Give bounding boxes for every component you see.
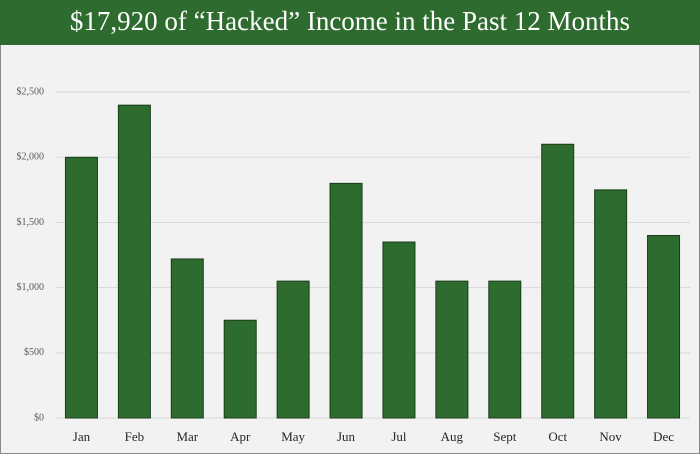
chart-title: $17,920 of “Hacked” Income in the Past 1…	[70, 6, 630, 36]
y-tick-label: $1,500	[17, 217, 45, 228]
bar	[647, 235, 681, 419]
x-tick-label: Jan	[73, 429, 91, 444]
x-tick-label: Sept	[493, 429, 517, 444]
bar	[541, 143, 575, 419]
bar	[329, 182, 363, 419]
x-tick-label: May	[281, 429, 305, 444]
x-tick-label: Feb	[125, 429, 145, 444]
bar	[488, 280, 522, 419]
bar	[276, 280, 310, 419]
x-tick-label: Jul	[391, 429, 407, 444]
bar	[64, 156, 98, 419]
y-tick-label: $2,000	[17, 152, 45, 163]
bar	[117, 104, 151, 419]
x-tick-label: Mar	[176, 429, 198, 444]
title-banner	[0, 0, 700, 45]
x-tick-label: Apr	[230, 429, 251, 444]
bar	[223, 319, 257, 419]
y-tick-label: $2,500	[17, 86, 45, 97]
y-tick-label: $1,000	[17, 282, 45, 293]
x-tick-label: Oct	[548, 429, 567, 444]
bar	[435, 280, 469, 419]
bar	[594, 189, 628, 419]
y-tick-label: $0	[34, 412, 44, 423]
x-tick-label: Nov	[599, 429, 622, 444]
x-tick-label: Jun	[337, 429, 356, 444]
y-tick-label: $500	[24, 347, 44, 358]
bar	[382, 241, 416, 419]
bar	[170, 258, 204, 419]
x-tick-label: Dec	[653, 429, 674, 444]
x-tick-label: Aug	[441, 429, 464, 444]
